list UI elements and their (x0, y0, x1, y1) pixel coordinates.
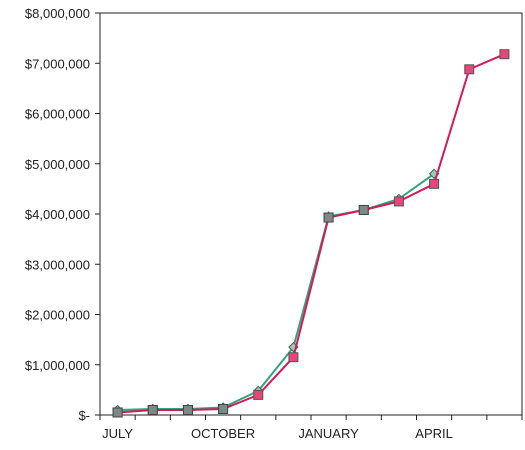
data-point (464, 64, 475, 75)
y-tick-label: $6,000,000 (25, 107, 90, 122)
x-tick-label: JULY (102, 426, 133, 441)
series-layer (112, 49, 510, 418)
data-point (147, 404, 158, 415)
data-point (499, 49, 510, 60)
x-axis: JULY OCTOBER JANUARY APRIL (99, 415, 523, 441)
series-line (117, 53, 505, 414)
data-point (358, 204, 369, 215)
plot-area (99, 12, 523, 416)
overlap-markers (112, 204, 369, 418)
y-tick-label: $8,000,000 (25, 6, 90, 21)
y-tick-label: $4,000,000 (25, 207, 90, 222)
plot-border (99, 12, 523, 416)
data-point (218, 403, 229, 414)
data-point (323, 212, 334, 223)
y-tick-label: $- (78, 408, 90, 423)
y-tick-label: $7,000,000 (25, 56, 90, 71)
data-point (112, 407, 123, 418)
y-tick-label: $1,000,000 (25, 358, 90, 373)
data-point (429, 178, 440, 189)
data-point (393, 196, 404, 207)
data-point (253, 389, 264, 400)
x-tick-label: OCTOBER (191, 426, 255, 441)
data-point (288, 352, 299, 363)
y-tick-label: $2,000,000 (25, 308, 90, 323)
y-tick-label: $5,000,000 (25, 157, 90, 172)
y-tick-label: $3,000,000 (25, 257, 90, 272)
data-point (182, 404, 193, 415)
y-axis: $- $1,000,000 $2,000,000 $3,000,000 $4,000,0… (25, 6, 100, 423)
x-tick-label: APRIL (415, 426, 453, 441)
x-tick-label: JANUARY (298, 426, 359, 441)
